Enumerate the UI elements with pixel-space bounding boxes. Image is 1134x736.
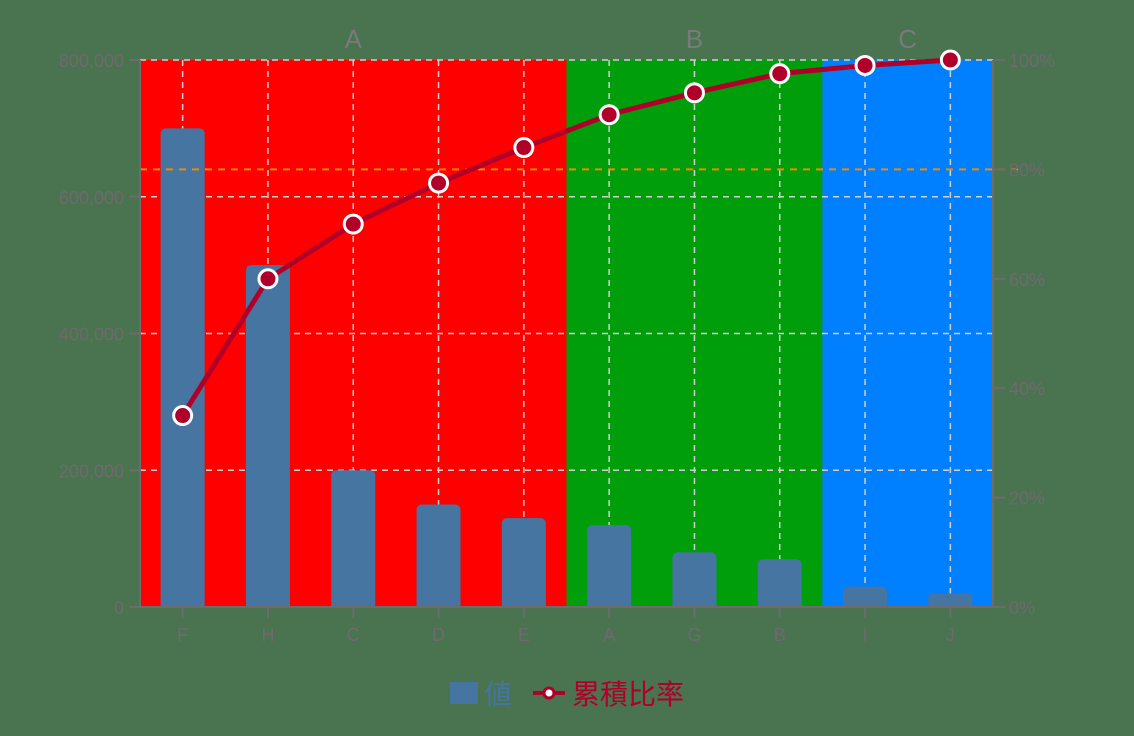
x-tick-label-b: B [774, 625, 786, 645]
x-tick-label-j: J [946, 625, 955, 645]
bar-j [928, 593, 973, 607]
bar-a [587, 524, 632, 607]
point-marker-b [769, 63, 791, 85]
axes: 0 200,000 400,000 600,000 800,000 0% 20% 40% 60%… [59, 51, 1055, 645]
right-tick-label: 40% [1009, 379, 1045, 399]
value-bars [160, 128, 973, 607]
x-tick-label-i: I [863, 625, 868, 645]
point-marker-d [428, 172, 450, 194]
point-marker-f [172, 405, 194, 427]
left-tick-label: 800,000 [59, 51, 124, 71]
x-tick-label-h: H [261, 625, 274, 645]
region-label-b: B [686, 24, 703, 54]
legend-item-cumulative[interactable]: 累積比率 [532, 673, 684, 713]
legend-label-value: 値 [483, 679, 512, 710]
cumulative-polyline [180, 57, 951, 417]
x-tick-label-e: E [518, 625, 530, 645]
point-marker-j [939, 49, 961, 71]
bar-c [331, 470, 376, 607]
bar-g [672, 552, 717, 607]
bar-d [416, 504, 461, 607]
x-tick-label-c: C [347, 625, 360, 645]
region-labels: A B C [345, 24, 918, 54]
x-tick-label-g: G [687, 625, 701, 645]
right-tick-label: 0% [1009, 598, 1035, 618]
x-tick-label-f: F [177, 625, 188, 645]
bar-f [160, 128, 205, 607]
legend: 値 累積比率 [0, 668, 1134, 718]
bar-e [501, 518, 546, 607]
point-marker-h [257, 268, 279, 290]
line-marker-icon [533, 686, 565, 700]
x-tick-label-a: A [603, 625, 615, 645]
cumulative-line [172, 49, 961, 427]
right-tick-label: 20% [1009, 489, 1045, 509]
point-marker-c [342, 213, 364, 235]
bar-swatch-icon [449, 682, 478, 704]
point-marker-g [683, 82, 705, 104]
legend-label-cumulative: 累積比率 [572, 679, 685, 710]
point-marker-e [513, 137, 535, 159]
left-tick-label: 0 [114, 598, 124, 618]
bar-i [843, 586, 888, 607]
right-tick-label: 60% [1009, 270, 1045, 290]
x-tick-label-d: D [432, 625, 445, 645]
bar-b [757, 559, 802, 607]
right-tick-label: 100% [1009, 51, 1055, 71]
point-marker-a [598, 104, 620, 126]
bar-h [245, 265, 290, 607]
right-tick-label: 80% [1009, 160, 1045, 180]
left-tick-label: 600,000 [59, 188, 124, 208]
left-tick-label: 400,000 [59, 325, 124, 345]
legend-item-value[interactable]: 値 [449, 673, 512, 713]
region-label-c: C [898, 24, 917, 54]
point-marker-i [854, 54, 876, 76]
region-label-a: A [345, 24, 363, 54]
left-tick-label: 200,000 [59, 461, 124, 481]
region-c [822, 60, 993, 607]
